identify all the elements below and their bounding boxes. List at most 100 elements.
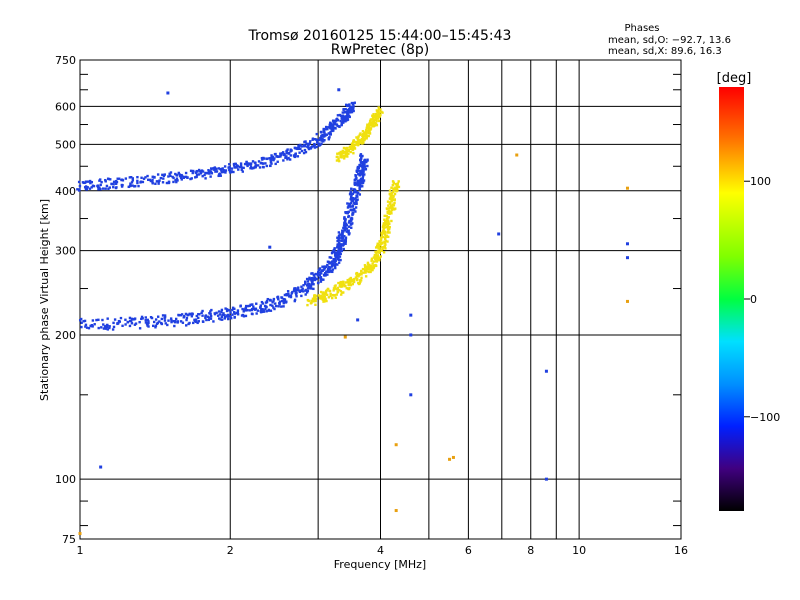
data-point — [127, 185, 130, 189]
data-point — [346, 118, 350, 121]
data-point — [155, 180, 159, 183]
data-point — [228, 166, 231, 169]
data-point — [153, 175, 156, 179]
data-point — [307, 144, 310, 148]
data-point — [351, 192, 355, 195]
data-point — [366, 124, 369, 128]
data-point — [326, 293, 329, 297]
data-point — [357, 173, 360, 176]
data-point — [184, 175, 188, 179]
data-point — [375, 260, 379, 263]
data-point — [201, 314, 204, 317]
data-point — [336, 251, 339, 255]
data-point — [349, 145, 353, 148]
data-point — [333, 121, 336, 124]
data-point — [344, 242, 347, 245]
data-point — [185, 316, 189, 320]
data-point — [293, 298, 297, 302]
data-point — [390, 191, 393, 195]
data-point — [259, 161, 263, 165]
data-point — [197, 173, 201, 176]
data-point — [213, 166, 217, 169]
data-point — [344, 226, 347, 229]
data-point — [152, 320, 156, 324]
data-point — [218, 313, 222, 316]
data-point — [78, 319, 82, 322]
data-point — [344, 237, 348, 241]
data-point — [345, 230, 349, 233]
data-point — [208, 316, 211, 319]
data-point — [352, 105, 355, 108]
data-point — [377, 108, 381, 111]
y-tick-label: 300 — [55, 245, 76, 258]
data-point — [223, 317, 226, 320]
data-point — [354, 276, 358, 279]
data-point — [342, 151, 345, 155]
data-point — [324, 128, 327, 131]
data-point — [376, 117, 380, 120]
data-point — [209, 170, 213, 174]
data-point — [112, 321, 115, 325]
data-point — [181, 321, 185, 324]
colorbar-tick-label: 100 — [750, 175, 771, 188]
data-point — [271, 301, 274, 304]
data-point — [361, 140, 365, 144]
data-point — [353, 181, 357, 184]
data-point — [387, 216, 390, 219]
data-point — [284, 300, 287, 304]
data-point — [300, 289, 304, 292]
data-point — [200, 311, 203, 315]
data-point — [274, 162, 277, 166]
data-point — [325, 133, 329, 136]
data-point — [100, 326, 103, 329]
data-point — [259, 310, 263, 314]
data-point — [199, 172, 203, 175]
data-point — [120, 178, 124, 181]
data-point — [379, 241, 383, 245]
data-point — [131, 184, 134, 187]
data-point — [361, 154, 364, 158]
data-point — [176, 320, 180, 323]
data-point — [300, 149, 304, 153]
data-point — [161, 173, 164, 177]
data-point — [333, 258, 337, 261]
data-point — [351, 197, 354, 200]
data-point — [376, 249, 380, 253]
data-point — [264, 162, 267, 165]
data-point — [188, 321, 191, 325]
data-point — [380, 231, 383, 235]
colorbar-tick-label: 0 — [750, 293, 757, 306]
data-point — [323, 138, 326, 142]
data-point — [229, 311, 232, 314]
data-point — [373, 253, 377, 257]
data-point — [163, 315, 167, 319]
data-point — [345, 111, 349, 114]
data-point — [298, 290, 302, 293]
data-point — [342, 243, 345, 246]
data-point — [393, 188, 396, 192]
data-point — [102, 323, 105, 326]
data-point — [90, 186, 93, 189]
data-point — [306, 280, 310, 283]
data-point — [378, 115, 382, 118]
data-point — [129, 184, 132, 187]
colorbar-ticks: 100 0 −100 — [744, 175, 780, 424]
stats-title: Phases — [624, 23, 659, 34]
data-point — [312, 287, 315, 291]
data-point — [167, 180, 171, 183]
data-point — [320, 269, 323, 272]
data-point — [360, 156, 363, 160]
data-point — [317, 142, 321, 145]
data-point — [377, 246, 381, 249]
data-point — [269, 158, 272, 161]
data-point — [392, 194, 395, 198]
data-point — [103, 325, 107, 328]
data-point — [324, 125, 328, 129]
data-point — [331, 127, 335, 130]
data-point — [324, 274, 327, 277]
data-point — [369, 270, 372, 274]
data-point — [319, 277, 322, 281]
data-point — [191, 312, 194, 316]
data-point — [383, 233, 387, 236]
data-point — [329, 131, 332, 134]
